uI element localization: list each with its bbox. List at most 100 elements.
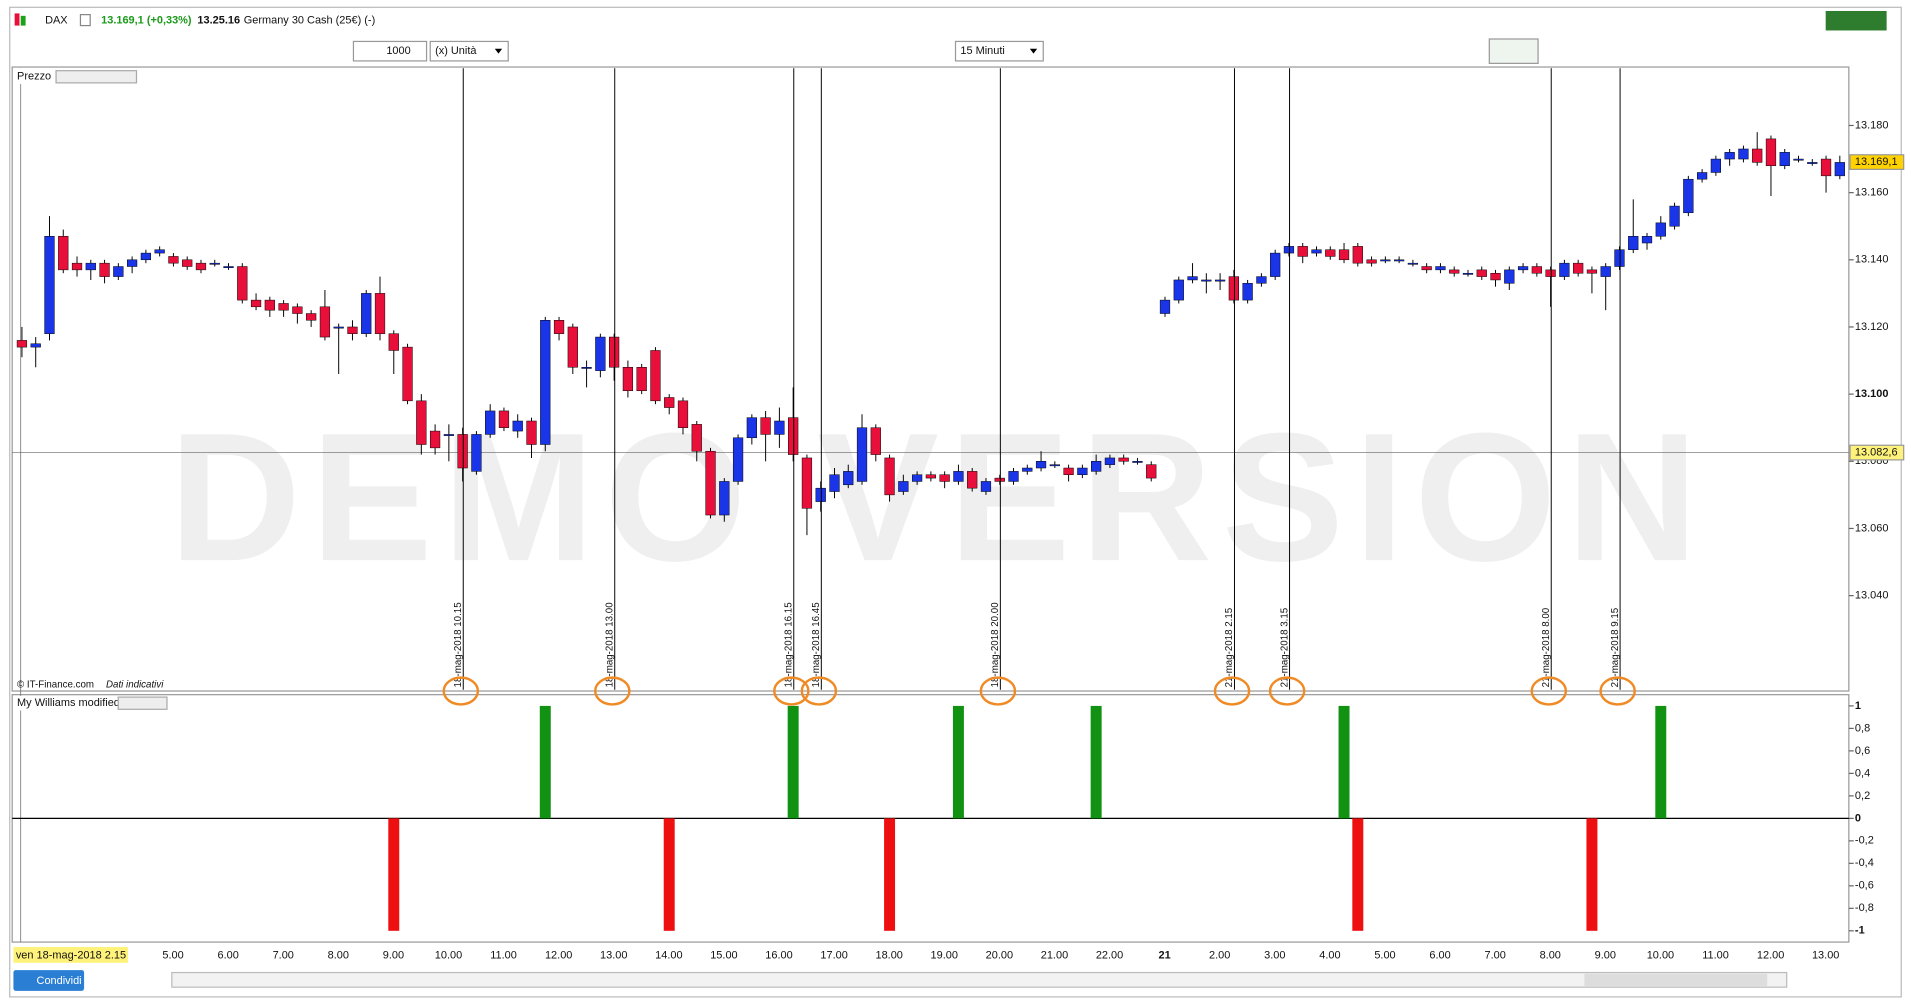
note: Dati indicativi	[106, 679, 164, 690]
candle-body	[1559, 262, 1570, 277]
y-tick-label: 13.060	[1855, 522, 1889, 534]
candle-body	[498, 410, 510, 428]
candle-body	[1394, 259, 1405, 262]
candle-body	[99, 262, 110, 277]
candle-body	[223, 266, 234, 268]
instrument: Germany 30 Cash (25€) (-)	[244, 15, 375, 27]
dropdown-arrow	[494, 48, 503, 54]
candle-body	[1325, 249, 1336, 257]
panel-buttons[interactable]	[117, 696, 168, 710]
candle-body	[1834, 162, 1845, 177]
candle-body	[1641, 236, 1653, 244]
candle-body	[1490, 272, 1501, 281]
x-tick-label: 7.00	[273, 949, 294, 961]
candle-body	[1352, 246, 1363, 264]
candle-body	[925, 474, 936, 479]
x-tick-label: 7.00	[1484, 949, 1505, 961]
indicator-button[interactable]	[1488, 38, 1539, 64]
price-change: 13.169,1 (+0,33%)	[101, 15, 192, 27]
chart-icon[interactable]	[14, 13, 20, 26]
candle-body	[1063, 467, 1074, 475]
bar	[1352, 818, 1364, 931]
x-tick-label: 6.00	[217, 949, 238, 961]
plot: 13.18013.16013.14013.12013.10013.08013.0…	[12, 68, 1905, 963]
x-tick-label: 3.00	[1264, 949, 1285, 961]
timeframe[interactable]: 15 Minuti	[960, 45, 1004, 57]
marker-highlight	[1599, 676, 1636, 706]
scroll-thumb[interactable]	[1584, 973, 1768, 986]
candle-body	[1091, 461, 1102, 472]
candle-body	[1118, 457, 1129, 462]
x-tick-label: ven 18-mag-2018 2.15	[16, 949, 126, 961]
quantity-input[interactable]	[352, 40, 428, 62]
symbol[interactable]: DAX	[45, 15, 68, 27]
price-panel-title: Prezzo	[17, 71, 51, 83]
candle-body	[581, 367, 592, 369]
candle-body	[71, 262, 83, 271]
chart-icon[interactable]	[20, 15, 26, 26]
window-controls[interactable]	[1825, 10, 1887, 31]
unit-select[interactable]	[429, 40, 509, 62]
candle-body	[113, 266, 124, 277]
candle-body	[815, 487, 826, 502]
candle-body	[1146, 464, 1157, 479]
share-button[interactable]	[13, 970, 85, 991]
candle-body	[1504, 269, 1515, 284]
candle-body	[1311, 249, 1322, 254]
candle-body	[1421, 266, 1432, 271]
candle-body	[250, 299, 262, 308]
x-tick-label: 9.00	[383, 949, 404, 961]
x-tick-label: 21.00	[1041, 949, 1068, 961]
candle-body	[939, 474, 950, 482]
candle-body	[1807, 162, 1818, 164]
bar	[539, 705, 551, 819]
candle-body	[44, 236, 55, 334]
x-tick-label: 4.00	[1319, 949, 1340, 961]
unit[interactable]: (x) Unità	[435, 45, 477, 57]
candle-body	[1586, 269, 1598, 274]
panel-buttons[interactable]	[55, 70, 138, 84]
marker-highlight	[594, 676, 631, 706]
x-tick-label: 10.00	[435, 949, 462, 961]
bar	[1338, 705, 1350, 819]
candle-body	[801, 457, 813, 509]
candle-body	[154, 249, 165, 254]
scrollbar[interactable]	[171, 971, 1788, 988]
marker-label: 21-mag-2018 8.00	[1541, 607, 1552, 687]
bar	[663, 818, 675, 931]
bar	[884, 818, 896, 931]
info-icon[interactable]	[79, 14, 91, 27]
y-tick-label: 13.120	[1855, 321, 1889, 333]
y-tick-label: -0,4	[1855, 857, 1874, 869]
y-tick-label: 13.180	[1855, 119, 1889, 131]
marker-label: 18-mag-2018 16.15	[783, 602, 794, 687]
marker-highlight	[1213, 676, 1251, 706]
candle-body	[1820, 158, 1832, 177]
candle-body	[182, 259, 193, 267]
quantity[interactable]: 1000	[386, 45, 410, 57]
candle-body	[1256, 276, 1267, 284]
candle-body	[429, 430, 441, 449]
x-tick-label: 11.00	[1702, 949, 1729, 961]
candle-body	[278, 303, 289, 311]
candle-body	[333, 326, 344, 329]
y-tick-label: 13.040	[1855, 590, 1889, 602]
candle-body	[870, 427, 881, 455]
candle-body	[1683, 178, 1694, 214]
x-tick-label: 20.00	[986, 949, 1013, 961]
candle-body	[788, 417, 799, 455]
candle-body	[361, 293, 372, 334]
share-label[interactable]: Condividi	[37, 975, 82, 987]
candle-body	[732, 437, 744, 482]
candle-body	[1779, 152, 1790, 167]
candle-body	[237, 266, 248, 301]
candle-body	[16, 340, 28, 348]
candle-body	[1752, 148, 1763, 163]
candle-body	[760, 417, 771, 435]
last-price-tag	[1849, 154, 1905, 170]
candle-body	[677, 400, 689, 428]
timeframe-select[interactable]	[954, 40, 1044, 62]
date-tag	[13, 946, 128, 963]
candle-body	[691, 424, 702, 452]
